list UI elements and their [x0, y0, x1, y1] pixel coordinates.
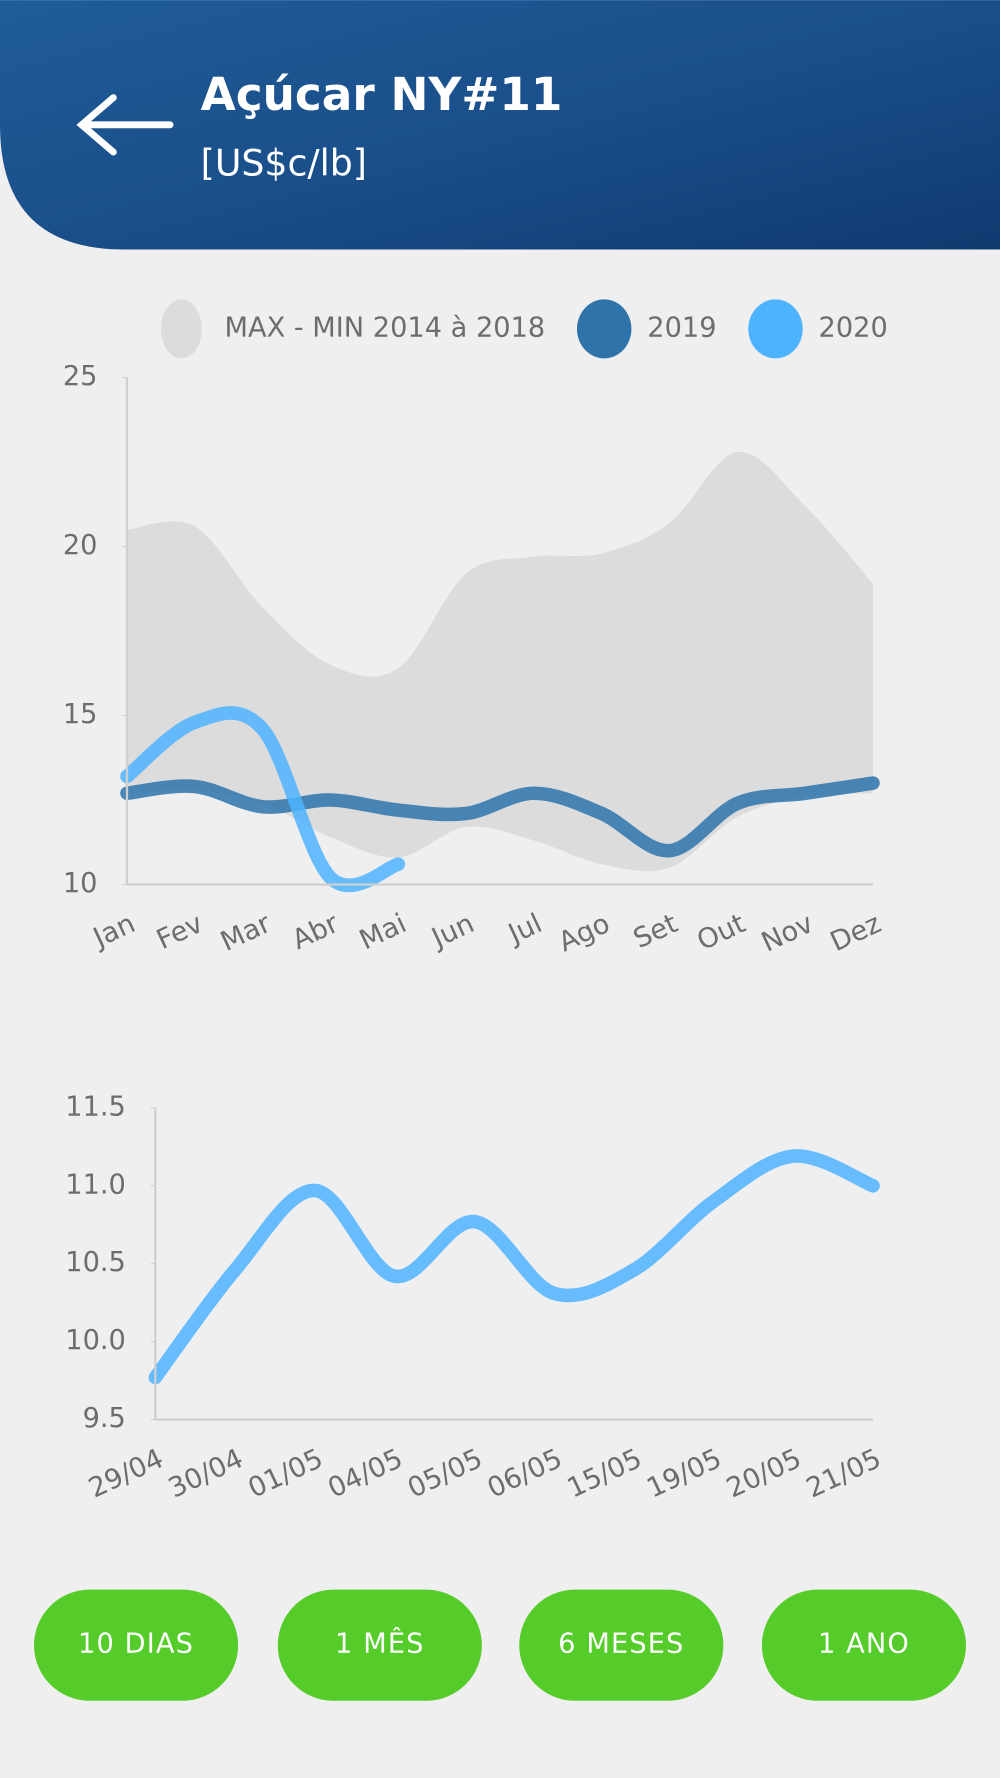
- button-shape: [761, 1589, 966, 1701]
- legend-label: 2019: [647, 312, 716, 343]
- y-tick-label: 9.5: [83, 1403, 126, 1434]
- button-label: 6 MESES: [558, 1629, 684, 1660]
- legend-label: 2020: [819, 312, 888, 343]
- page-subtitle: [US$c/lb]: [201, 142, 367, 185]
- series-line: [120, 776, 880, 858]
- y-tick-label: 11.0: [65, 1169, 126, 1200]
- y-tick-label: 10: [63, 868, 98, 899]
- range-button[interactable]: 1 ANO: [761, 1589, 966, 1701]
- range-button[interactable]: 6 MESES: [519, 1589, 724, 1701]
- series-line: [148, 1149, 880, 1385]
- button-shape: [34, 1589, 239, 1701]
- button-label: 1 ANO: [818, 1629, 910, 1660]
- page-title: Açúcar NY#11: [201, 68, 563, 121]
- range-button[interactable]: 10 DIAS: [34, 1589, 239, 1701]
- header-bar: [0, 0, 1000, 250]
- y-tick-label: 25: [63, 361, 98, 392]
- legend-swatch: [748, 299, 803, 359]
- y-tick-label: 10.5: [65, 1247, 126, 1278]
- button-label: 10 DIAS: [78, 1629, 194, 1660]
- y-tick-label: 11.5: [65, 1091, 126, 1122]
- button-shape: [277, 1589, 482, 1701]
- button-shape: [519, 1589, 724, 1701]
- range-band: [126, 451, 874, 872]
- y-tick-label: 10.0: [65, 1325, 126, 1356]
- legend-label: MAX - MIN 2014 à 2018: [224, 312, 545, 343]
- back-button[interactable]: [76, 94, 174, 156]
- legend-swatch: [576, 299, 632, 359]
- y-tick-label: 15: [63, 699, 98, 730]
- legend-swatch: [160, 299, 202, 359]
- back-arrow-head: [76, 94, 117, 156]
- y-tick-label: 20: [63, 530, 98, 561]
- button-label: 1 MÊS: [335, 1628, 425, 1660]
- range-button[interactable]: 1 MÊS: [277, 1589, 482, 1701]
